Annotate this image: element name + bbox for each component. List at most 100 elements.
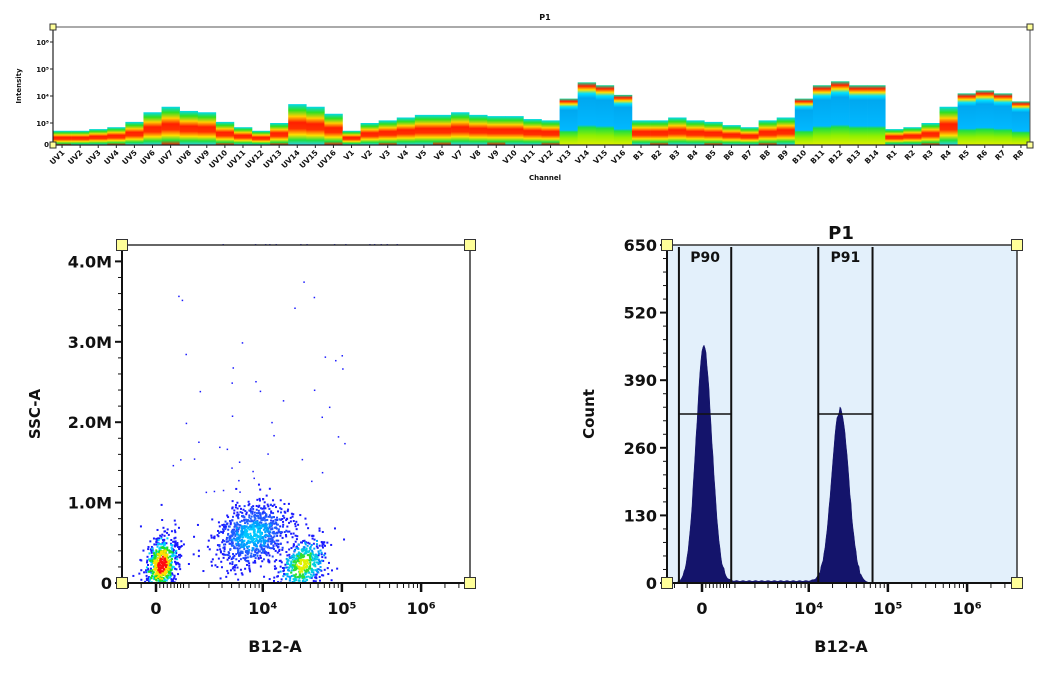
event-point xyxy=(237,517,240,520)
gate-handle[interactable] xyxy=(661,577,673,589)
event-point xyxy=(152,571,155,574)
event-point xyxy=(256,539,259,542)
event-point xyxy=(259,529,262,532)
y-tick-label: 260 xyxy=(624,439,657,458)
event-point xyxy=(145,569,148,572)
channel-bar-UV15 xyxy=(306,106,325,145)
event-point xyxy=(316,561,319,564)
event-point xyxy=(220,531,223,534)
event-point xyxy=(193,535,196,538)
channel-bar-UV10 xyxy=(215,121,235,145)
event-point xyxy=(257,525,260,528)
event-point xyxy=(277,528,280,531)
event-point xyxy=(172,577,175,580)
event-point xyxy=(292,560,295,563)
event-point xyxy=(302,540,305,543)
y-tick-label: 10⁵ xyxy=(36,66,49,74)
event-point xyxy=(163,572,166,575)
event-point xyxy=(169,559,172,562)
event-point xyxy=(243,534,246,537)
event-point xyxy=(162,543,165,546)
gate-handle[interactable] xyxy=(49,23,57,31)
event-point xyxy=(250,511,253,514)
event-point xyxy=(270,541,273,544)
event-point xyxy=(239,558,242,561)
event-point xyxy=(234,530,237,533)
event-point xyxy=(316,568,319,571)
event-point xyxy=(147,576,150,579)
event-point xyxy=(294,307,296,310)
event-point xyxy=(180,459,182,461)
event-point xyxy=(175,549,178,552)
event-point xyxy=(258,497,261,500)
event-point xyxy=(286,573,289,576)
event-point xyxy=(156,537,159,540)
channel-bar-B9 xyxy=(776,117,796,145)
event-point xyxy=(287,508,290,511)
event-point xyxy=(294,576,297,579)
event-point xyxy=(243,519,246,522)
event-point xyxy=(167,561,170,564)
gate-handle[interactable] xyxy=(49,141,57,149)
event-point xyxy=(254,553,257,556)
event-point xyxy=(170,580,173,583)
event-point xyxy=(162,580,165,583)
event-point xyxy=(157,542,160,545)
event-point xyxy=(218,531,221,534)
event-point xyxy=(283,569,286,572)
gate-handle[interactable] xyxy=(1011,239,1023,251)
event-point xyxy=(149,559,152,562)
event-point xyxy=(262,518,265,521)
event-point xyxy=(162,539,165,542)
event-point xyxy=(235,543,238,546)
event-point xyxy=(311,557,314,560)
event-point xyxy=(243,547,246,550)
gate-handle[interactable] xyxy=(1026,23,1034,31)
event-point xyxy=(164,565,167,568)
event-point xyxy=(263,516,266,519)
event-point xyxy=(305,571,308,574)
event-point xyxy=(275,527,278,530)
gate-handle[interactable] xyxy=(116,577,128,589)
gate-handle[interactable] xyxy=(1026,141,1034,149)
event-point xyxy=(262,525,265,528)
gate-p90[interactable]: P90 xyxy=(677,247,733,583)
gate-handle[interactable] xyxy=(661,239,673,251)
event-point xyxy=(273,576,276,579)
event-point xyxy=(341,355,344,357)
event-point xyxy=(224,527,227,530)
event-point xyxy=(277,539,280,542)
event-point xyxy=(230,541,233,544)
event-point xyxy=(309,576,312,579)
event-point xyxy=(265,529,268,532)
event-point xyxy=(233,512,236,515)
event-point xyxy=(150,545,153,548)
event-point xyxy=(291,564,294,567)
event-point xyxy=(238,560,241,563)
event-point xyxy=(246,545,249,548)
event-point xyxy=(240,572,243,575)
channel-label: R1 xyxy=(885,148,899,162)
event-point xyxy=(147,558,150,561)
event-point xyxy=(320,540,323,543)
channel-label: B10 xyxy=(790,148,808,166)
event-point xyxy=(263,575,266,578)
gate-handle[interactable] xyxy=(116,239,128,251)
gate-handle[interactable] xyxy=(464,239,476,251)
channel-label: V7 xyxy=(450,148,464,162)
gate-handle[interactable] xyxy=(464,577,476,589)
gate-p91[interactable]: P91 xyxy=(817,247,874,583)
event-point xyxy=(227,516,230,519)
event-point xyxy=(145,561,148,564)
event-point xyxy=(244,518,247,521)
event-point xyxy=(241,573,244,576)
event-point xyxy=(256,525,259,528)
event-point xyxy=(219,548,222,551)
event-point xyxy=(167,533,170,536)
gate-handle[interactable] xyxy=(1011,577,1023,589)
event-point xyxy=(321,542,324,545)
event-point xyxy=(185,422,188,425)
event-point xyxy=(179,553,182,556)
event-point xyxy=(321,530,324,533)
event-point xyxy=(295,553,298,556)
